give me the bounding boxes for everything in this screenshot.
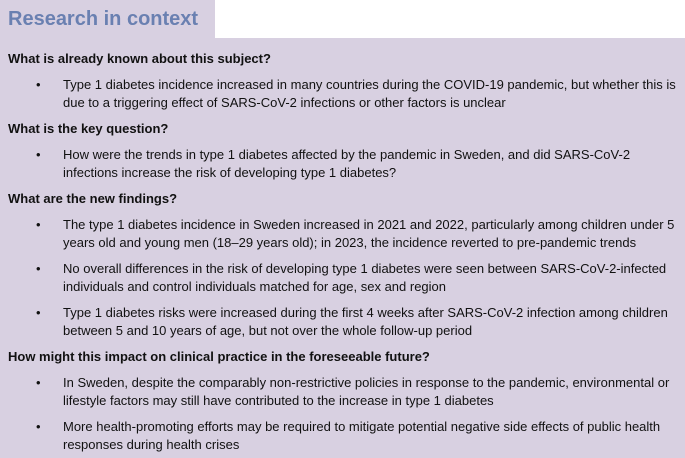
section-heading: What is the key question? (8, 121, 169, 136)
bullet-item: No overall differences in the risk of de… (8, 260, 677, 296)
bullet-item: More health-promoting efforts may be req… (8, 418, 677, 454)
bullet-item: In Sweden, despite the comparably non-re… (8, 374, 677, 410)
bullet-item: The type 1 diabetes incidence in Sweden … (8, 216, 677, 252)
section-heading: What are the new findings? (8, 191, 178, 206)
content-box: What is already known about this subject… (0, 38, 685, 458)
section-heading: How might this impact on clinical practi… (8, 349, 430, 364)
bullet-item: Type 1 diabetes incidence increased in m… (8, 76, 677, 112)
bullet-item: How were the trends in type 1 diabetes a… (8, 146, 677, 182)
bullet-item: Type 1 diabetes risks were increased dur… (8, 304, 677, 340)
section-heading: What is already known about this subject… (8, 51, 271, 66)
title-tab: Research in context (0, 0, 215, 38)
